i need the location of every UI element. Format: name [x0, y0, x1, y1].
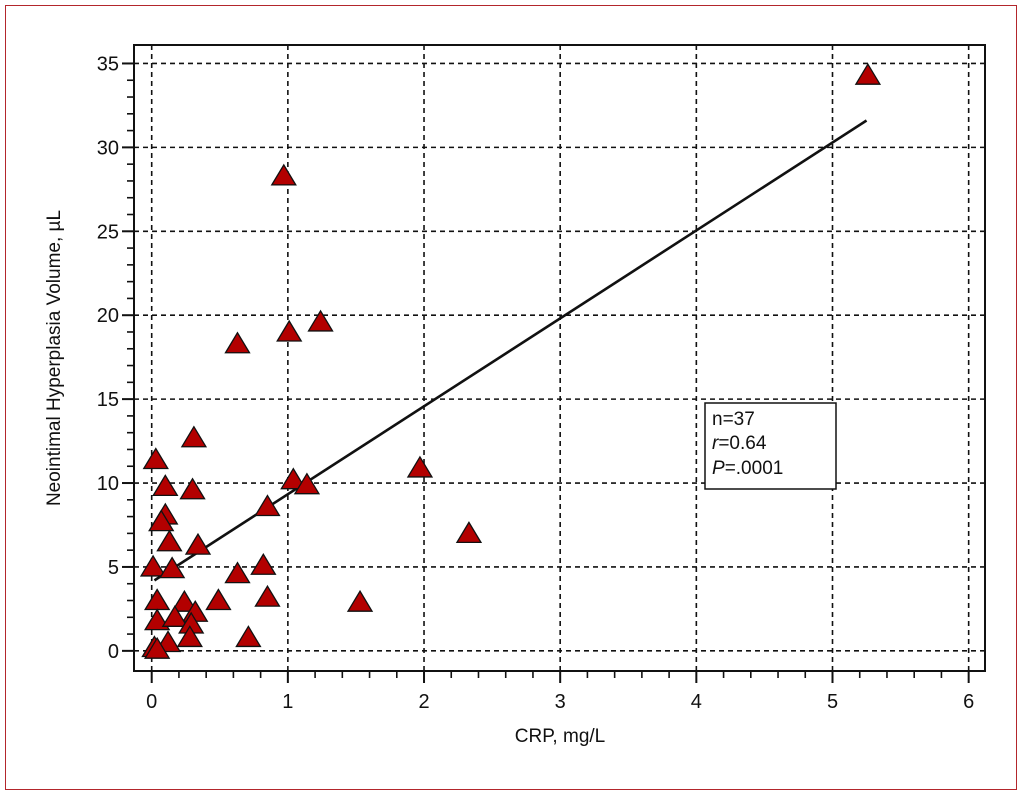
stats-box: n=37 r=0.64 P=.0001	[704, 402, 837, 490]
y-tick-label: 20	[97, 305, 119, 327]
data-point	[156, 529, 183, 552]
data-point	[270, 163, 297, 186]
x-tick-label: 3	[555, 691, 566, 713]
stats-p: P=.0001	[712, 458, 783, 479]
data-point	[171, 589, 198, 612]
data-point	[854, 62, 882, 85]
grid	[134, 45, 985, 671]
x-tick-label: 5	[827, 691, 838, 713]
data-point	[280, 467, 307, 490]
y-tick-label: 25	[97, 221, 119, 243]
data-point	[455, 521, 483, 544]
data-point	[142, 447, 169, 470]
data-point	[152, 474, 179, 497]
y-tick-label: 35	[97, 53, 119, 75]
y-tick-label: 0	[108, 641, 119, 663]
data-point	[224, 331, 251, 354]
data-point	[161, 605, 188, 627]
y-tick-label: 15	[97, 389, 119, 411]
data-point	[139, 554, 167, 577]
data-point	[254, 584, 281, 607]
data-point	[307, 309, 334, 332]
data-point	[176, 625, 203, 648]
axes: 0 1 2 3 4 5 6 0 5 10 15 20 25 30 35	[97, 44, 986, 713]
figure-border	[5, 5, 1017, 790]
data-point	[235, 625, 262, 648]
y-tick-label: 10	[97, 473, 119, 495]
data-point	[148, 509, 175, 532]
x-tick-label: 1	[282, 691, 293, 713]
stats-n: n=37	[712, 409, 755, 430]
x-tick-label: 4	[691, 691, 702, 713]
data-point	[180, 425, 208, 448]
data-point	[346, 589, 374, 612]
data-point	[143, 636, 171, 659]
data-point	[158, 556, 186, 579]
x-axis-label: CRP, mg/L	[515, 726, 605, 747]
stats-r: r=0.64	[712, 433, 767, 454]
y-tick-label: 5	[108, 557, 119, 579]
y-tick-label: 30	[97, 137, 119, 159]
data-points	[139, 62, 882, 659]
data-point	[143, 588, 171, 611]
data-point	[254, 494, 281, 517]
data-point	[184, 532, 212, 555]
data-point	[179, 477, 206, 500]
data-point	[406, 455, 434, 478]
data-point	[224, 561, 251, 584]
data-point	[205, 588, 232, 611]
x-tick-label: 2	[418, 691, 429, 713]
data-point	[293, 472, 321, 495]
data-point	[276, 319, 303, 342]
x-tick-label: 0	[146, 691, 157, 713]
plot-frame	[133, 44, 986, 672]
y-axis-label: Neointimal Hyperplasia Volume, µL	[44, 210, 65, 506]
x-tick-label: 6	[963, 691, 974, 713]
data-point	[250, 553, 277, 575]
